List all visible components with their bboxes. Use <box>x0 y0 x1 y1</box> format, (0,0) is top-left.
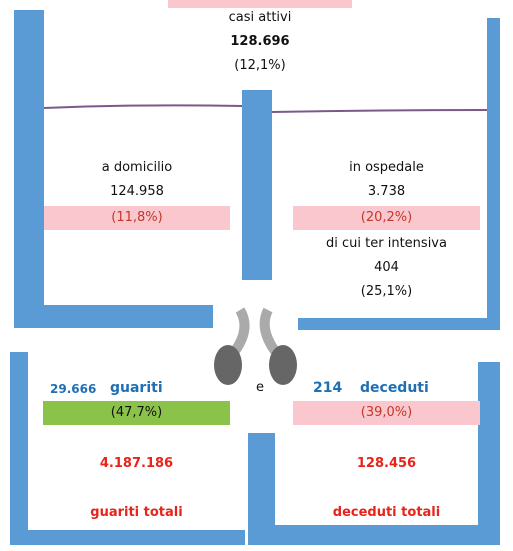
value: 214 <box>313 380 342 396</box>
value: 3.738 <box>293 184 480 199</box>
total: 4.187.186 <box>43 456 230 471</box>
total-label: guariti totali <box>43 505 230 520</box>
percent: (47,7%) <box>43 401 230 425</box>
percent: (12,1%) <box>168 58 352 73</box>
bar <box>10 352 28 545</box>
bar <box>10 530 245 545</box>
value: 404 <box>293 260 480 275</box>
percent: (39,0%) <box>293 401 480 425</box>
label: a domicilio <box>44 160 230 175</box>
label: deceduti <box>360 380 429 396</box>
label: in ospedale <box>293 160 480 175</box>
total-label: deceduti totali <box>293 505 480 520</box>
conjunction: e <box>250 380 270 395</box>
percent: (11,8%) <box>44 206 230 230</box>
value: 29.666 <box>50 382 96 396</box>
bar <box>275 525 500 545</box>
label: casi attivi <box>168 10 352 25</box>
label: guariti <box>110 380 163 396</box>
value: 128.696 <box>168 34 352 49</box>
infographic: casi attivi 128.696 (12,1%) a domicilio … <box>0 0 513 551</box>
label: di cui ter intensiva <box>293 236 480 251</box>
percent: (20,2%) <box>293 206 480 230</box>
total: 128.456 <box>293 456 480 471</box>
value: 124.958 <box>44 184 230 199</box>
bar <box>248 433 275 545</box>
bar <box>478 362 500 545</box>
percent: (25,1%) <box>293 284 480 299</box>
